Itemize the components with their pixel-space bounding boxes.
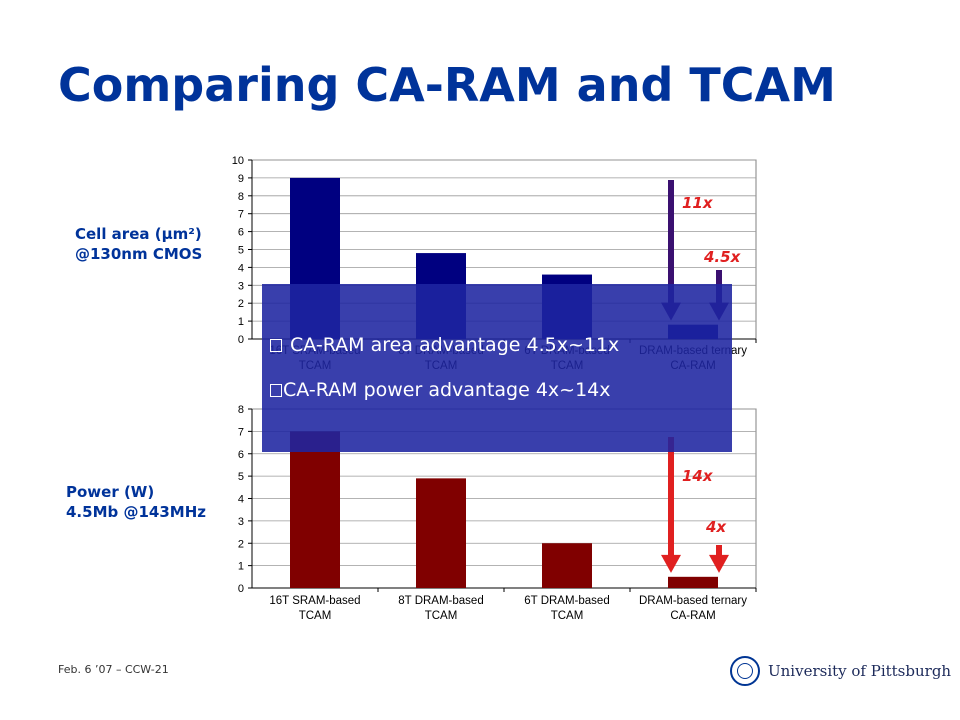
power-label-line1: Power (W) [66, 483, 155, 501]
power-category-label: 8T DRAM-based [398, 595, 483, 607]
power-label-line2: 4.5Mb @143MHz [66, 503, 206, 521]
power-category-label: TCAM [425, 610, 458, 622]
power-arrow-low-head [709, 554, 729, 573]
university-name: University of Pittsburgh [768, 662, 952, 680]
power-tick-label: 6 [238, 449, 244, 461]
power-bar [542, 543, 592, 588]
area-label-line2: @130nm CMOS [75, 245, 203, 263]
bullet-box-icon [270, 384, 282, 397]
power-category-label: 16T SRAM-based [269, 595, 360, 607]
area-tick-label: 6 [238, 227, 244, 239]
power-category-label: CA-RAM [670, 610, 715, 622]
university-logo: University of Pittsburgh [730, 654, 951, 688]
power-tick-label: 4 [238, 494, 244, 506]
slide-footer: Feb. 6 ’07 – CCW-21 [58, 663, 169, 676]
area-tick-label: 0 [238, 334, 244, 346]
power-bar [668, 576, 718, 588]
bullet-power-text: CA-RAM power advantage 4x~14x [283, 379, 611, 401]
area-tick-label: 2 [238, 298, 244, 310]
power-annotation-14x: 14x [682, 467, 714, 485]
power-tick-label: 7 [238, 426, 244, 438]
slide-title: Comparing CA-RAM and TCAM [58, 58, 836, 112]
power-bar [290, 431, 340, 588]
power-tick-label: 3 [238, 516, 244, 528]
area-axis-label: Cell area (µm²) @130nm CMOS [75, 224, 202, 264]
power-tick-label: 0 [238, 583, 244, 595]
power-tick-label: 2 [238, 538, 244, 550]
bullet-area-text: CA-RAM area advantage 4.5x~11x [290, 334, 620, 356]
area-tick-label: 1 [238, 316, 244, 328]
summary-overlay [262, 284, 732, 452]
power-tick-label: 5 [238, 471, 244, 483]
university-seal-icon [730, 656, 760, 686]
bullet-box-icon [270, 339, 282, 352]
area-tick-label: 10 [232, 155, 244, 167]
power-category-label: TCAM [299, 610, 332, 622]
power-axis-label: Power (W) 4.5Mb @143MHz [66, 482, 206, 522]
power-bar [416, 478, 466, 588]
power-arrow-high-head [661, 554, 681, 573]
power-tick-label: 1 [238, 561, 244, 573]
area-tick-label: 7 [238, 209, 244, 221]
power-tick-label: 8 [238, 404, 244, 416]
area-annotation-11x: 11x [682, 194, 714, 212]
area-tick-label: 8 [238, 191, 244, 203]
power-category-label: 6T DRAM-based [524, 595, 609, 607]
power-category-label: TCAM [551, 610, 584, 622]
area-tick-label: 4 [238, 262, 244, 274]
area-label-line1: Cell area (µm²) [75, 225, 202, 243]
area-tick-label: 3 [238, 280, 244, 292]
area-annotation-4-5x: 4.5x [703, 248, 742, 266]
power-annotation-4x: 4x [705, 518, 727, 536]
area-tick-label: 9 [238, 173, 244, 185]
bullet-area: CA-RAM area advantage 4.5x~11x [270, 334, 619, 356]
area-tick-label: 5 [238, 245, 244, 257]
power-category-label: DRAM-based ternary [639, 595, 747, 607]
bullet-power: CA-RAM power advantage 4x~14x [270, 379, 611, 401]
